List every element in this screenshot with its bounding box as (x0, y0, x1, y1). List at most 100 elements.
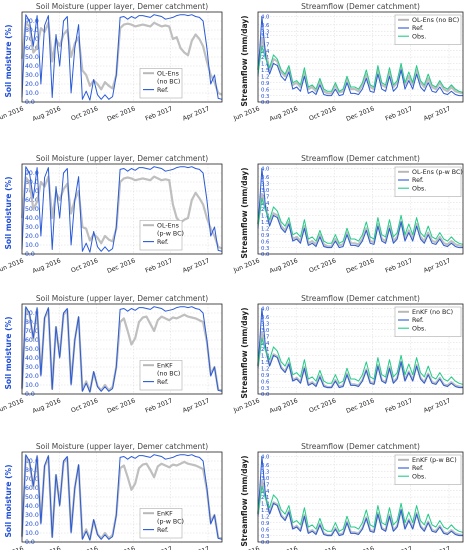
x-tick-label: Jun 2016 (0, 105, 25, 122)
y-tick-label: 3.6 (261, 315, 270, 321)
y-axis-label: Streamflow (mm/day) (240, 455, 249, 546)
y-tick-label: 1.8 (261, 214, 270, 220)
series-line-reference (21, 454, 223, 541)
y-tick-label: 3.3 (261, 29, 269, 35)
legend-label: Ref. (157, 239, 169, 246)
y-tick-label: 2.7 (261, 194, 269, 200)
y-tick-label: 40.0 (25, 355, 39, 362)
y-tick-label: 30.0 (25, 224, 39, 231)
x-tick-label: Jun 2016 (0, 397, 25, 414)
x-tick-label: Oct 2016 (308, 545, 337, 550)
x-tick-label: Jun 2016 (0, 545, 25, 550)
y-tick-label: 2.7 (261, 42, 269, 48)
y-tick-label: 3.3 (261, 181, 269, 187)
chart-title: Streamflow (Demer catchment) (301, 294, 420, 303)
y-tick-label: 1.2 (261, 366, 269, 372)
y-tick-label: 1.8 (261, 62, 270, 68)
y-axis-label: Soil moisture (%) (4, 464, 13, 537)
x-tick-label: Oct 2016 (70, 545, 99, 550)
chart-panel-1: Soil Moisture (upper layer, Demer catchm… (0, 2, 223, 123)
legend-label: EnKF (p-w BC) (412, 457, 457, 464)
y-tick-label: 4.0 (261, 454, 270, 460)
legend-label: EnKF (157, 510, 173, 517)
y-tick-label: 0.0 (25, 539, 35, 546)
y-tick-label: 90.0 (25, 310, 39, 317)
y-tick-label: 0.3 (261, 534, 269, 540)
y-tick-label: 1.5 (261, 360, 269, 366)
y-tick-label: 0.9 (261, 233, 269, 239)
y-tick-label: 10.0 (25, 382, 39, 389)
x-tick-label: Oct 2016 (70, 397, 99, 414)
y-tick-label: 0.9 (261, 373, 269, 379)
chart-title: Streamflow (Demer catchment) (301, 154, 420, 163)
y-tick-label: 1.8 (261, 354, 270, 360)
y-tick-label: 3.3 (261, 321, 269, 327)
x-tick-label: Oct 2016 (308, 257, 337, 274)
y-axis-label: Streamflow (mm/day) (240, 167, 249, 258)
y-tick-label: 40.0 (25, 215, 39, 222)
y-tick-label: 20.0 (25, 81, 39, 88)
y-tick-label: 3.3 (261, 469, 269, 475)
y-tick-label: 50.0 (25, 54, 39, 61)
x-tick-label: Aug 2016 (32, 105, 62, 123)
legend: OL-Ens (no BC)Ref.Obs. (394, 14, 462, 45)
x-tick-label: Apr 2017 (423, 397, 452, 414)
y-tick-label: 0.3 (261, 246, 269, 252)
legend: OL-Ens (p-w BC)Ref.Obs. (394, 166, 463, 197)
legend: EnKF (p-w BC)Ref.Obs. (394, 454, 462, 485)
legend: EnKF (no BC)Ref. (139, 360, 183, 391)
y-tick-label: 0.3 (261, 94, 269, 100)
y-axis-label: Streamflow (mm/day) (240, 307, 249, 398)
legend-label: OL-Ens (p-w BC) (412, 169, 463, 176)
x-tick-label: Oct 2016 (308, 397, 337, 414)
y-tick-label: 10.0 (25, 242, 39, 249)
plot-frame (257, 303, 464, 395)
legend-label: Ref. (157, 87, 169, 94)
y-tick-label: 3.6 (261, 23, 270, 29)
x-tick-label: Jun 2016 (232, 105, 261, 122)
x-tick-label: Feb 2017 (144, 105, 173, 122)
legend-label: OL-Ens (no BC) (412, 17, 459, 24)
legend-label: OL-Ens (157, 70, 179, 77)
x-tick-label: Oct 2016 (70, 257, 99, 274)
y-tick-label: 30.0 (25, 364, 39, 371)
y-tick-label: 0.0 (261, 540, 270, 546)
x-tick-label: Feb 2017 (384, 105, 413, 122)
y-tick-label: 90.0 (25, 458, 39, 465)
y-tick-label: 0.0 (25, 251, 35, 258)
series-line-reference (257, 15, 463, 97)
y-tick-label: 60.0 (25, 337, 39, 344)
legend-label: Ref. (157, 379, 169, 386)
series-line-observed (257, 197, 464, 245)
legend-label: Obs. (412, 185, 426, 192)
y-tick-label: 50.0 (25, 494, 39, 501)
x-tick-label: Dec 2016 (106, 545, 136, 550)
plot-frame (257, 11, 464, 103)
y-tick-label: 30.0 (25, 512, 39, 519)
chart-title: Soil Moisture (upper layer, Demer catchm… (36, 442, 208, 451)
legend: EnKF (no BC)Ref.Obs. (394, 306, 462, 337)
legend-label: Obs. (412, 473, 426, 480)
x-tick-label: Dec 2016 (106, 397, 136, 415)
x-tick-label: Aug 2016 (32, 397, 62, 415)
y-tick-label: 20.0 (25, 373, 39, 380)
chart-panel-4: Streamflow (Demer catchment) 0.00.30.60.9… (232, 154, 464, 275)
y-tick-label: 3.6 (261, 175, 270, 181)
series-line-reference (21, 306, 223, 393)
legend-label: Ref. (412, 317, 424, 324)
y-tick-label: 40.0 (25, 503, 39, 510)
y-tick-label: 80.0 (25, 319, 39, 326)
y-tick-label: 0.9 (261, 521, 269, 527)
x-tick-label: Apr 2017 (423, 545, 452, 550)
y-tick-label: 0.0 (261, 392, 270, 398)
x-tick-label: Feb 2017 (144, 257, 173, 274)
chart-panel-7: Soil Moisture (upper layer, Demer catchm… (0, 442, 223, 550)
x-tick-label: Oct 2016 (308, 105, 337, 122)
plot-frame (257, 163, 464, 255)
y-tick-label: 0.0 (25, 99, 35, 106)
chart-title: Soil Moisture (upper layer, Demer catchm… (36, 294, 208, 303)
legend-label: Ref. (412, 25, 424, 32)
x-tick-label: Aug 2016 (32, 257, 62, 275)
y-tick-label: 90.0 (25, 18, 39, 25)
y-tick-label: 10.0 (25, 90, 39, 97)
